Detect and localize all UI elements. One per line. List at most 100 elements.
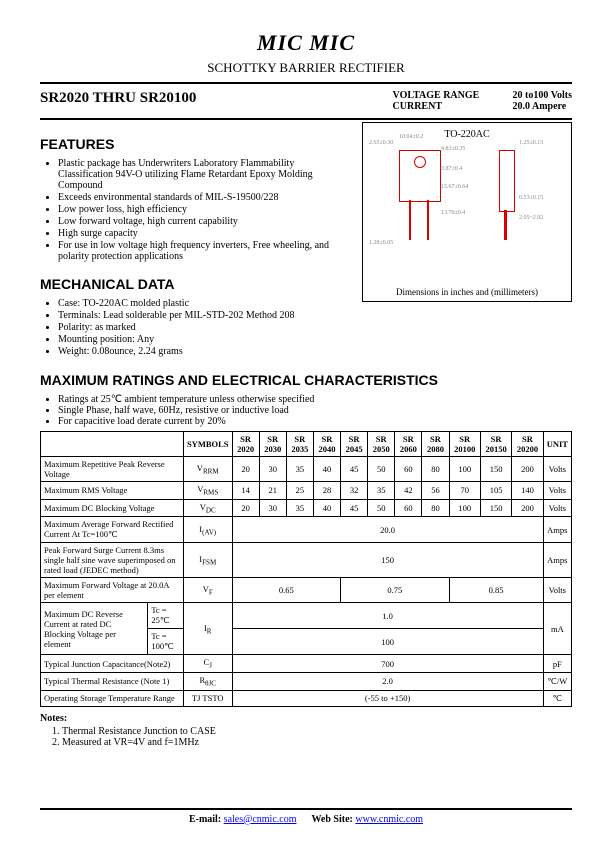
features-title: FEATURES	[40, 136, 342, 152]
cell-sym: IFSM	[183, 543, 232, 578]
mech-item: Terminals: Lead solderable per MIL-STD-2…	[58, 310, 342, 321]
cell-val: 35	[286, 499, 313, 517]
table-row: Typical Junction Capacitance(Note2) CJ 7…	[41, 655, 572, 673]
table-row: Operating Storage Temperature Range TJ T…	[41, 690, 572, 706]
col-part: SR 2060	[395, 432, 422, 457]
col-part: SR 2040	[313, 432, 340, 457]
mech-item: Polarity: as marked	[58, 322, 342, 333]
col-part: SR 2030	[259, 432, 286, 457]
cell-val: 21	[259, 482, 286, 500]
cell-val: 45	[341, 499, 368, 517]
cell-val: 80	[422, 499, 449, 517]
cell-val: 0.85	[449, 578, 543, 603]
feature-item: Plastic package has Underwriters Laborat…	[58, 158, 342, 191]
cell-val: 0.65	[232, 578, 341, 603]
dim-text: 4.83±0.35	[441, 146, 465, 152]
footer-rule	[40, 808, 572, 810]
cell-param: Tc = 25℃	[148, 603, 184, 629]
email-link[interactable]: sales@cnmic.com	[224, 814, 297, 825]
col-symbols: SYMBOLS	[183, 432, 232, 457]
cell-unit: ℃	[543, 690, 571, 706]
package-outline-box: TO-220AC 2.65±0.30 10.04±0.2 4.83±0.35 3…	[362, 122, 572, 302]
cell-val: 20	[232, 457, 259, 482]
cell-val: 50	[368, 499, 395, 517]
ratings-conditions: Ratings at 25℃ ambient temperature unles…	[58, 394, 572, 427]
col-unit: UNIT	[543, 432, 571, 457]
cell-val: 150	[232, 543, 543, 578]
table-row: Maximum Forward Voltage at 20.0A per ele…	[41, 578, 572, 603]
cell-param: Maximum Average Forward Rectified Curren…	[41, 517, 184, 543]
dim-text: 3.87±0.4	[441, 166, 462, 172]
table-row: Typical Thermal Resistance (Note 1) RθJC…	[41, 673, 572, 691]
cell-unit: ℃/W	[543, 673, 571, 691]
col-part: SR 2020	[232, 432, 259, 457]
dim-text: 10.04±0.2	[399, 134, 423, 140]
dim-text: 13.70±0.4	[441, 210, 465, 216]
feature-item: For use in low voltage high frequency in…	[58, 240, 342, 262]
table-row: Maximum RMS Voltage VRMS 14 21 25 28 32 …	[41, 482, 572, 500]
cell-val: 20	[232, 499, 259, 517]
cell-val: 150	[480, 499, 511, 517]
specs-block: VOLTAGE RANGE 20 to100 Volts CURRENT 20.…	[393, 90, 572, 112]
table-row: Maximum DC Reverse Current at rated DC B…	[41, 603, 572, 629]
rule-top-1	[40, 82, 572, 84]
mechanical-list: Case: TO-220AC molded plastic Terminals:…	[58, 298, 342, 357]
cell-val: 14	[232, 482, 259, 500]
ratings-title: MAXIMUM RATINGS AND ELECTRICAL CHARACTER…	[40, 372, 572, 388]
table-row: Maximum Repetitive Peak Reverse Voltage …	[41, 457, 572, 482]
cell-unit: mA	[543, 603, 571, 655]
cell-param: Operating Storage Temperature Range	[41, 690, 184, 706]
feature-item: Exceeds environmental standards of MIL-S…	[58, 192, 342, 203]
cell-val: 80	[422, 457, 449, 482]
cell-val: 0.75	[341, 578, 450, 603]
cell-val: 35	[286, 457, 313, 482]
cell-val: 100	[449, 499, 480, 517]
cell-sym: VF	[183, 578, 232, 603]
cell-val: 40	[313, 499, 340, 517]
cell-val: 42	[395, 482, 422, 500]
cell-val: 45	[341, 457, 368, 482]
cell-val: 25	[286, 482, 313, 500]
cell-param: Maximum DC Blocking Voltage	[41, 499, 184, 517]
cell-param: Maximum Forward Voltage at 20.0A per ele…	[41, 578, 184, 603]
cell-val: 35	[368, 482, 395, 500]
dim-text: 2.05~2.92	[519, 215, 543, 221]
cell-param: Typical Junction Capacitance(Note2)	[41, 655, 184, 673]
ratings-condition: Ratings at 25℃ ambient temperature unles…	[58, 394, 572, 405]
mech-item: Case: TO-220AC molded plastic	[58, 298, 342, 309]
site-link[interactable]: www.cnmic.com	[355, 814, 423, 825]
email-label: E-mail:	[189, 814, 221, 825]
table-row: Maximum DC Blocking Voltage VDC 20 30 35…	[41, 499, 572, 517]
notes-block: Notes: Thermal Resistance Junction to CA…	[40, 713, 572, 748]
cell-val: 28	[313, 482, 340, 500]
ratings-condition: Single Phase, half wave, 60Hz, resistive…	[58, 405, 572, 416]
doc-subtitle: SCHOTTKY BARRIER RECTIFIER	[40, 60, 572, 76]
cell-val: 100	[449, 457, 480, 482]
cell-param: Maximum RMS Voltage	[41, 482, 184, 500]
cell-param: Typical Thermal Resistance (Note 1)	[41, 673, 184, 691]
cell-val: 30	[259, 457, 286, 482]
cell-unit: Volts	[543, 499, 571, 517]
cell-sym: VRRM	[183, 457, 232, 482]
cell-param: Maximum DC Reverse Current at rated DC B…	[41, 603, 148, 655]
cell-sym: CJ	[183, 655, 232, 673]
cell-sym: VDC	[183, 499, 232, 517]
cell-unit: Volts	[543, 482, 571, 500]
cell-sym: VRMS	[183, 482, 232, 500]
cell-val: 105	[480, 482, 511, 500]
cell-sym: RθJC	[183, 673, 232, 691]
dim-text: 1.28±0.05	[369, 240, 393, 246]
dim-text: 0.53±0.15	[519, 195, 543, 201]
feature-item: High surge capacity	[58, 228, 342, 239]
cell-val: 70	[449, 482, 480, 500]
cell-val: (-55 to +150)	[232, 690, 543, 706]
dim-text: 1.25±0.15	[519, 140, 543, 146]
feature-item: Low forward voltage, high current capabi…	[58, 216, 342, 227]
footer: E-mail: sales@cnmic.com Web Site: www.cn…	[40, 814, 572, 825]
ratings-condition: For capacitive load derate current by 20…	[58, 416, 572, 427]
cell-val: 1.0	[232, 603, 543, 629]
cell-val: 40	[313, 457, 340, 482]
logo: MIC MIC	[40, 30, 572, 56]
col-part: SR 2080	[422, 432, 449, 457]
dim-text: 15.67±0.64	[441, 184, 468, 190]
